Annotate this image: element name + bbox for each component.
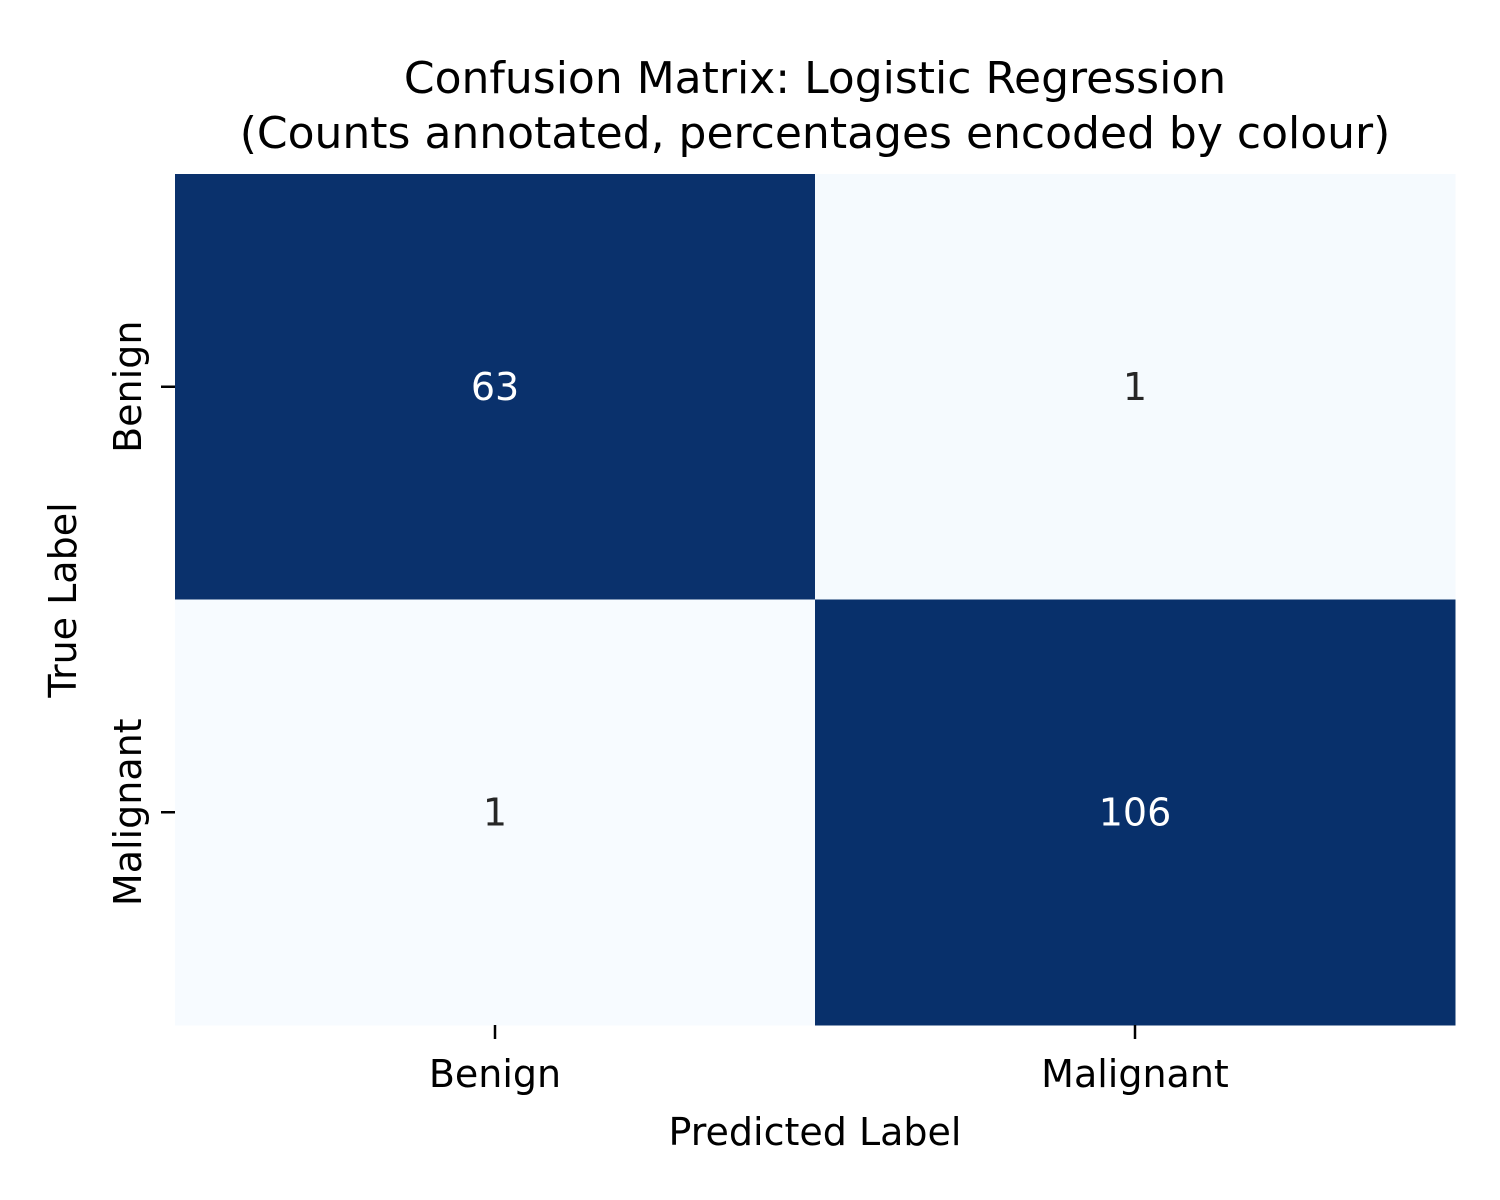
heatmap-cell-1-1 xyxy=(815,599,1456,1026)
cell-value-label-0-1: 1 xyxy=(1123,365,1147,409)
x-axis-label: Predicted Label xyxy=(669,1110,962,1154)
x-tick-label: Malignant xyxy=(1041,1052,1229,1096)
y-axis-label: True Label xyxy=(41,502,85,698)
chart-subtitle: (Counts annotated, percentages encoded b… xyxy=(240,108,1391,159)
heatmap-cell-1-0 xyxy=(175,599,816,1026)
heatmap-cell-0-1 xyxy=(815,174,1456,600)
heatmap-cells: 63 1 1 106 xyxy=(175,174,1456,1026)
axis-ticks: Benign Malignant Benign Malignant xyxy=(106,321,1229,1096)
cell-value-label-1-0: 1 xyxy=(483,790,507,834)
chart-title: Confusion Matrix: Logistic Regression xyxy=(404,53,1226,104)
y-tick-label: Malignant xyxy=(106,718,150,906)
x-tick-label: Benign xyxy=(429,1052,561,1096)
y-tick-label: Benign xyxy=(106,321,150,453)
cell-value-label-0-0: 63 xyxy=(471,365,519,409)
heatmap-cell-0-0 xyxy=(175,174,816,600)
cell-value-label-1-1: 106 xyxy=(1099,790,1172,834)
